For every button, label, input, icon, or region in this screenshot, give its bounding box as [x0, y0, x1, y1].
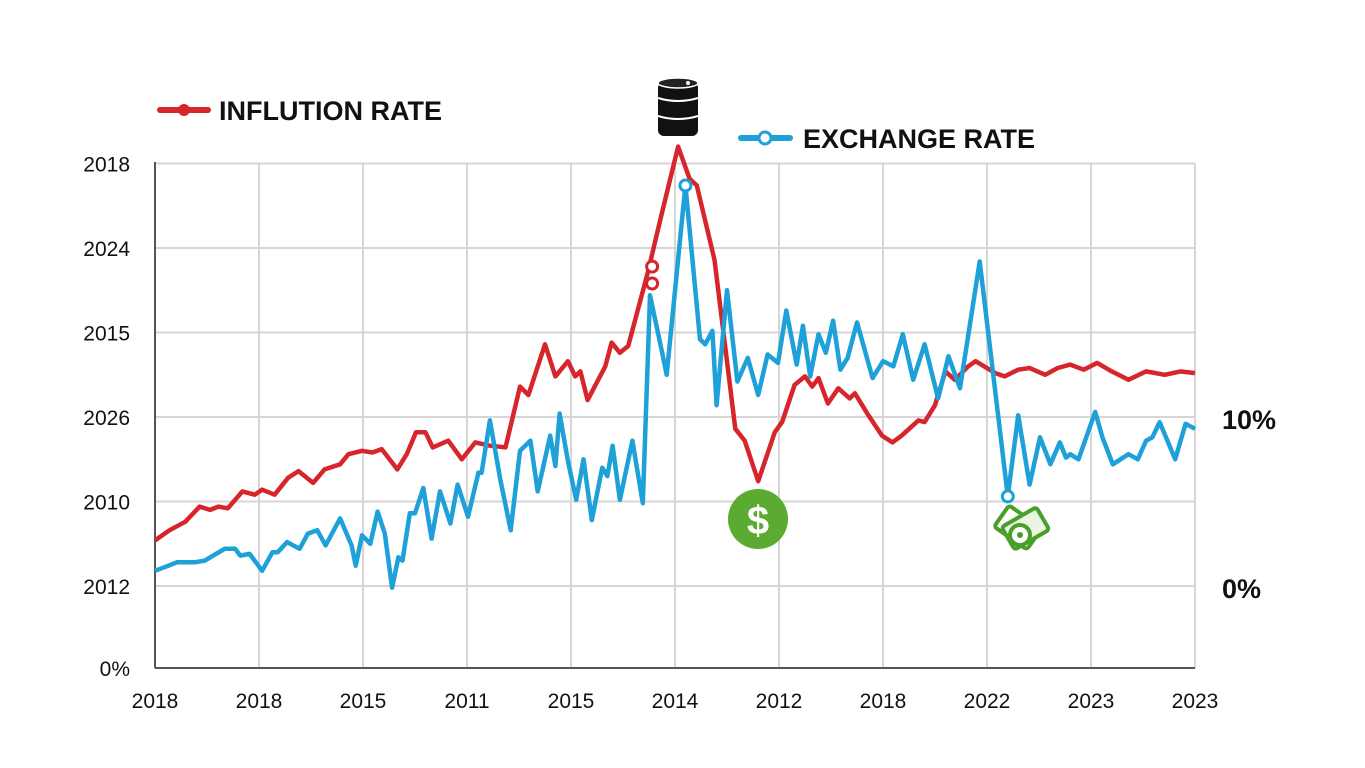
series-line-exchange: [154, 183, 1197, 590]
right-y-tick-label: 0%: [1222, 574, 1261, 604]
legend-exchange: EXCHANGE RATE: [738, 124, 1035, 154]
y-tick-label: 0%: [100, 658, 130, 681]
x-tick-label: 2014: [652, 690, 699, 713]
x-tick-labels: 2018 2018 2015 2011 2015 2014 2012 2018 2022 2023…: [132, 690, 1219, 713]
x-tick-label: 2015: [340, 690, 387, 713]
legend-inflation: INFLUTION RATE: [157, 96, 442, 126]
dollar-coin-icon: $: [728, 489, 788, 549]
y-tick-label: 2018: [83, 154, 130, 177]
x-tick-label: 2012: [756, 690, 803, 713]
grid: [155, 162, 1196, 668]
y-tick-label: 2010: [83, 492, 130, 515]
x-tick-label: 2011: [444, 690, 489, 713]
series-line-inflation: [153, 144, 1196, 543]
x-tick-label: 2015: [548, 690, 595, 713]
legend-inflation-label: INFLUTION RATE: [219, 96, 442, 126]
x-tick-label: 2022: [964, 690, 1011, 713]
data-point-marker: [678, 178, 693, 193]
right-y-tick-label: 10%: [1222, 405, 1276, 435]
x-tick-label: 2018: [860, 690, 907, 713]
y-tick-label: 2026: [83, 407, 130, 430]
data-point-marker: [645, 276, 660, 291]
left-y-tick-labels: 2018 2024 2015 2026 2010 2012 0%: [83, 154, 130, 681]
data-point-marker: [645, 259, 660, 274]
legend-inflation-marker: [178, 104, 190, 116]
dollar-glyph: $: [747, 499, 769, 543]
x-tick-label: 2023: [1172, 690, 1219, 713]
money-bills-icon: [993, 504, 1051, 551]
legend-exchange-marker: [757, 130, 773, 146]
x-tick-label: 2023: [1068, 690, 1115, 713]
legend-exchange-label: EXCHANGE RATE: [803, 124, 1035, 154]
y-tick-label: 2015: [83, 323, 130, 346]
series-group: [153, 144, 1197, 590]
y-tick-label: 2024: [83, 238, 130, 261]
x-tick-label: 2018: [236, 690, 283, 713]
oil-barrel-icon: [657, 77, 699, 136]
y-tick-label: 2012: [83, 576, 130, 599]
data-point-marker: [1000, 489, 1015, 504]
x-tick-label: 2018: [132, 690, 179, 713]
right-y-tick-labels: 10% 0%: [1222, 405, 1276, 604]
